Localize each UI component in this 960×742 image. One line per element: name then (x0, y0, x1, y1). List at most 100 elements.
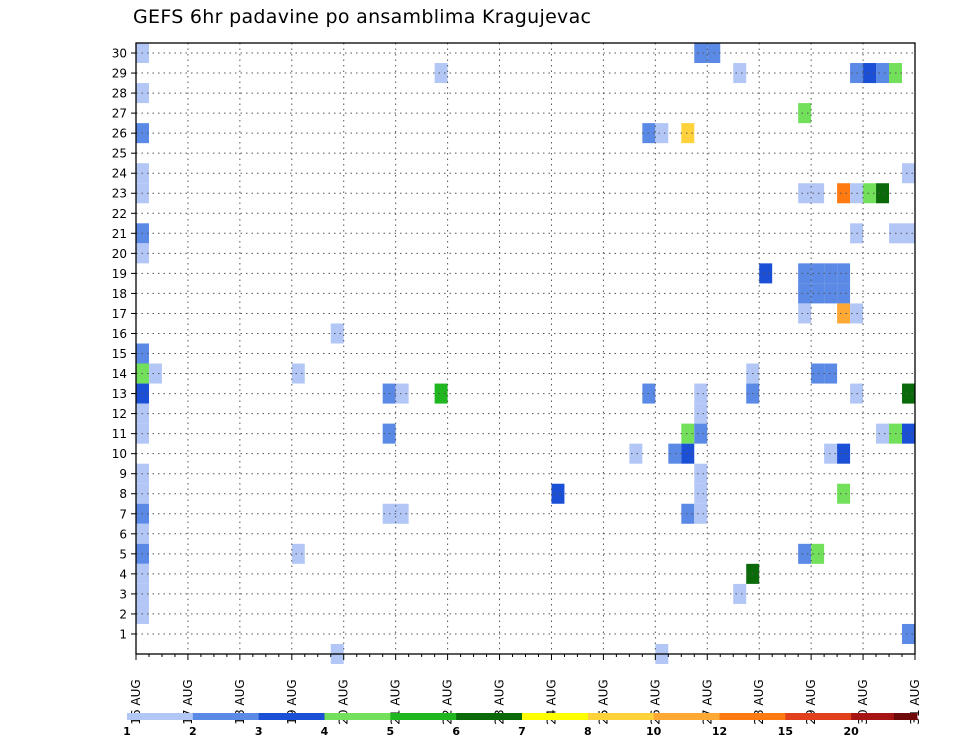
y-tick-label: 29 (112, 67, 127, 81)
colorbar-segment (653, 713, 720, 720)
heatmap-cell (733, 583, 747, 604)
colorbar-label: 8 (584, 725, 592, 738)
heatmap-cell (798, 283, 812, 304)
y-tick-label: 10 (112, 447, 127, 461)
colorbar-segment (522, 713, 589, 720)
heatmap-cell (837, 183, 851, 204)
heatmap-cell (694, 403, 708, 424)
y-tick-label: 25 (112, 147, 127, 161)
y-tick-label: 20 (112, 247, 127, 261)
colorbar-segment (324, 713, 391, 720)
colorbar: 1 2 3 4 5 6 7 8 10 12 15 20 (123, 713, 918, 738)
colorbar-segment (192, 713, 260, 720)
colorbar-segment (851, 713, 918, 720)
y-tick-label: 27 (112, 107, 127, 121)
heatmap-cell (837, 283, 851, 304)
y-tick-label: 8 (119, 487, 127, 501)
y-tick-label: 22 (112, 207, 127, 221)
y-tick-label: 2 (119, 607, 127, 621)
heatmap-cell (681, 423, 695, 444)
heatmap-cell (837, 303, 851, 324)
colorbar-label: 20 (844, 725, 860, 738)
colorbar-label: 10 (646, 725, 662, 738)
y-tick-label: 5 (119, 547, 127, 561)
heatmap-cell (798, 103, 812, 124)
heatmap-cell (837, 483, 851, 504)
colorbar-label: 7 (518, 725, 526, 738)
y-tick-label: 12 (112, 407, 127, 421)
y-tick-label: 14 (112, 367, 127, 381)
heatmap-cell (733, 63, 747, 84)
heatmap-cell (694, 483, 708, 504)
heatmap-cell (811, 183, 825, 204)
y-tick-label: 30 (112, 47, 127, 61)
heatmap-cell (811, 283, 825, 304)
heatmap-cell (876, 423, 890, 444)
heatmap-cell (902, 383, 915, 404)
y-tick-label: 1 (119, 627, 127, 641)
heatmap-cell (668, 443, 682, 464)
heatmap-cell (291, 363, 305, 384)
heatmap-cell (863, 183, 877, 204)
grid-layer (136, 43, 915, 654)
heatmap-cell (811, 263, 825, 284)
y-tick-label: 11 (112, 427, 127, 441)
y-tick-label: 9 (119, 467, 127, 481)
heatmap-cell (902, 423, 915, 444)
colorbar-label: 4 (321, 725, 329, 738)
colorbar-label: 12 (712, 725, 727, 738)
y-tick-label: 6 (119, 527, 127, 541)
heatmap-cell (824, 263, 838, 284)
heatmap-cell (837, 443, 851, 464)
heatmap-cell (655, 123, 669, 144)
heatmap-cell (798, 303, 812, 324)
heatmap-cell (434, 383, 448, 404)
y-tick-label: 21 (112, 227, 127, 241)
y-tick-label: 18 (112, 287, 127, 301)
y-tick-label: 15 (112, 347, 127, 361)
y-tick-label: 7 (119, 507, 127, 521)
heatmap-cell (876, 183, 890, 204)
y-tick-label: 17 (112, 307, 127, 321)
heatmap-cell (681, 443, 695, 464)
y-tick-label: 23 (112, 187, 127, 201)
heatmap-cell (759, 263, 773, 284)
heatmap-cell (863, 63, 877, 84)
heatmap-cell (694, 503, 708, 524)
heatmap-cell (824, 363, 838, 384)
heatmap-cell (902, 163, 915, 184)
colorbar-label: 6 (452, 725, 460, 738)
colorbar-segment (456, 713, 523, 720)
heatmap-cell (876, 63, 890, 84)
colorbar-segment (719, 713, 786, 720)
y-tick-label: 24 (112, 167, 127, 181)
heatmap-cell (681, 503, 695, 524)
heatmap-cell (824, 283, 838, 304)
heatmap-cell (434, 63, 448, 84)
y-tick-label: 4 (119, 567, 127, 581)
heatmap-cell (798, 543, 812, 564)
heatmap-cell (291, 543, 305, 564)
chart-title: GEFS 6hr padavine po ansamblima Kragujev… (133, 6, 592, 28)
heatmap-cell (798, 263, 812, 284)
colorbar-segment (127, 713, 194, 720)
colorbar-label: 1 (123, 725, 131, 738)
colorbar-label: 5 (387, 725, 395, 738)
heatmap-cell (902, 623, 915, 644)
heatmap-cell (694, 43, 708, 64)
heatmap-cell (148, 363, 162, 384)
heatmap-cell (395, 503, 409, 524)
heatmap-cell (811, 363, 825, 384)
heatmap-cell (629, 443, 643, 464)
heatmap-cell (551, 483, 565, 504)
colorbar-segment (587, 713, 655, 720)
y-tick-label: 3 (119, 587, 127, 601)
heatmap-cell (694, 423, 708, 444)
heatmap-cell (902, 223, 915, 244)
colorbar-label: 2 (189, 725, 197, 738)
y-tick-label: 19 (112, 267, 127, 281)
colorbar-segment (893, 713, 917, 720)
colorbar-segment (258, 713, 325, 720)
colorbar-label: 15 (778, 725, 793, 738)
heatmap-cell (798, 183, 812, 204)
